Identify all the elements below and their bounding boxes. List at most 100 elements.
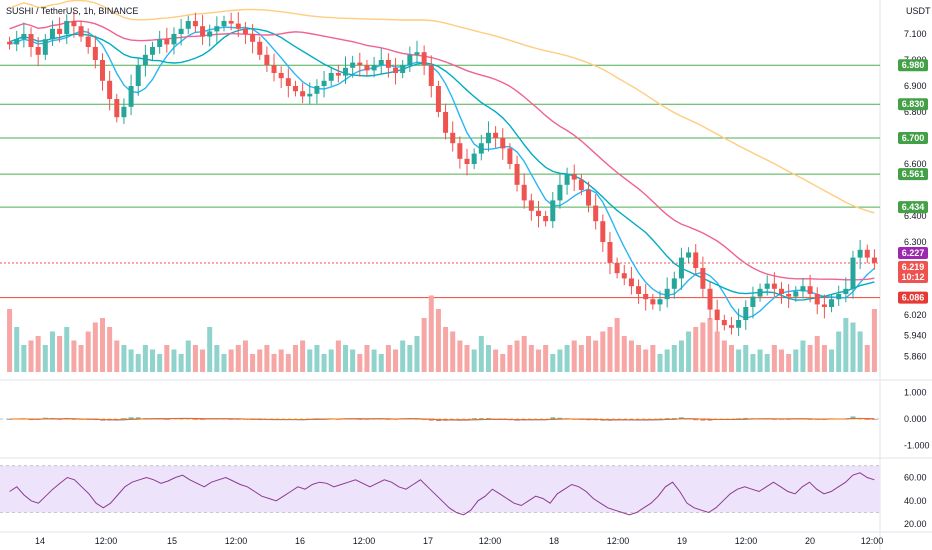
candle-body[interactable] <box>464 158 470 164</box>
candle-body[interactable] <box>821 304 827 307</box>
candle-body[interactable] <box>35 47 41 55</box>
candle-body[interactable] <box>371 65 377 71</box>
candle-body[interactable] <box>450 132 456 144</box>
candle-body[interactable] <box>385 60 391 68</box>
candle-body[interactable] <box>407 54 413 66</box>
candle-body[interactable] <box>171 34 177 45</box>
candle-body[interactable] <box>521 184 527 201</box>
candle-body[interactable] <box>64 21 70 34</box>
candle-body[interactable] <box>14 39 20 45</box>
candle-body[interactable] <box>586 190 592 206</box>
candle-body[interactable] <box>728 325 734 328</box>
candle-body[interactable] <box>192 21 198 27</box>
candle-body[interactable] <box>250 34 256 42</box>
candle-body[interactable] <box>714 309 720 320</box>
candle-body[interactable] <box>357 62 363 66</box>
candle-body[interactable] <box>650 299 656 305</box>
candle-body[interactable] <box>628 278 634 287</box>
candle-body[interactable] <box>843 288 849 294</box>
candle-body[interactable] <box>693 252 699 268</box>
candle-body[interactable] <box>721 320 727 326</box>
candle-body[interactable] <box>743 307 749 320</box>
candle-body[interactable] <box>557 184 563 201</box>
candle-body[interactable] <box>471 153 477 164</box>
candle-body[interactable] <box>678 257 684 279</box>
candle-body[interactable] <box>228 21 234 24</box>
candle-body[interactable] <box>829 299 835 307</box>
candle-body[interactable] <box>92 47 98 60</box>
candle-body[interactable] <box>364 65 370 71</box>
candle-body[interactable] <box>135 65 141 86</box>
candle-body[interactable] <box>493 132 499 138</box>
candle-body[interactable] <box>178 28 184 34</box>
candle-body[interactable] <box>400 65 406 73</box>
candle-body[interactable] <box>164 39 170 45</box>
candle-body[interactable] <box>235 23 241 29</box>
candle-body[interactable] <box>328 73 334 81</box>
candle-body[interactable] <box>857 249 863 258</box>
candle-body[interactable] <box>750 296 756 307</box>
candle-body[interactable] <box>121 106 127 118</box>
candle-body[interactable] <box>321 80 327 86</box>
candle-body[interactable] <box>764 283 770 289</box>
candle-body[interactable] <box>107 80 113 99</box>
candle-body[interactable] <box>71 21 77 27</box>
candle-body[interactable] <box>292 86 298 92</box>
candle-body[interactable] <box>578 179 584 190</box>
candle-body[interactable] <box>85 36 91 47</box>
candle-body[interactable] <box>779 288 785 294</box>
candle-body[interactable] <box>314 86 320 94</box>
candle-body[interactable] <box>593 205 599 222</box>
candle-body[interactable] <box>686 252 692 258</box>
candle-body[interactable] <box>571 174 577 180</box>
candle-body[interactable] <box>836 294 842 300</box>
candle-body[interactable] <box>257 41 263 55</box>
candle-body[interactable] <box>335 73 341 76</box>
candle-body[interactable] <box>500 138 506 149</box>
candle-body[interactable] <box>300 91 306 97</box>
candle-body[interactable] <box>264 54 270 66</box>
candle-body[interactable] <box>428 65 434 86</box>
candle-body[interactable] <box>285 78 291 86</box>
candle-body[interactable] <box>814 294 820 305</box>
candle-body[interactable] <box>200 26 206 37</box>
candle-body[interactable] <box>142 54 148 66</box>
candle-body[interactable] <box>114 99 120 118</box>
candle-body[interactable] <box>307 93 313 97</box>
candle-body[interactable] <box>57 28 63 34</box>
candle-body[interactable] <box>435 86 441 112</box>
candle-body[interactable] <box>7 41 13 45</box>
candle-body[interactable] <box>643 294 649 300</box>
candle-body[interactable] <box>478 143 484 154</box>
candle-body[interactable] <box>242 28 248 34</box>
candle-body[interactable] <box>564 174 570 185</box>
candle-body[interactable] <box>864 249 870 258</box>
candle-body[interactable] <box>757 288 763 297</box>
candle-body[interactable] <box>414 52 420 55</box>
candle-body[interactable] <box>214 26 220 32</box>
candle-body[interactable] <box>343 67 349 76</box>
candle-body[interactable] <box>185 21 191 29</box>
candle-body[interactable] <box>700 268 706 289</box>
candle-body[interactable] <box>636 286 642 294</box>
candle-body[interactable] <box>99 60 105 81</box>
candle-body[interactable] <box>378 60 384 66</box>
candle-body[interactable] <box>514 164 520 185</box>
candle-body[interactable] <box>421 52 427 66</box>
candle-body[interactable] <box>671 278 677 289</box>
candle-body[interactable] <box>786 294 792 297</box>
candle-body[interactable] <box>793 291 799 297</box>
candle-body[interactable] <box>507 148 513 164</box>
candle-body[interactable] <box>271 65 277 73</box>
candle-body[interactable] <box>42 39 48 55</box>
candle-body[interactable] <box>278 73 284 79</box>
candle-body[interactable] <box>850 257 856 289</box>
candle-body[interactable] <box>535 210 541 216</box>
candle-body[interactable] <box>393 67 399 73</box>
candle-body[interactable] <box>657 299 663 305</box>
candle-body[interactable] <box>457 143 463 159</box>
candle-body[interactable] <box>49 28 55 40</box>
candle-body[interactable] <box>621 273 627 279</box>
candle-body[interactable] <box>350 62 356 68</box>
candle-body[interactable] <box>800 286 806 292</box>
